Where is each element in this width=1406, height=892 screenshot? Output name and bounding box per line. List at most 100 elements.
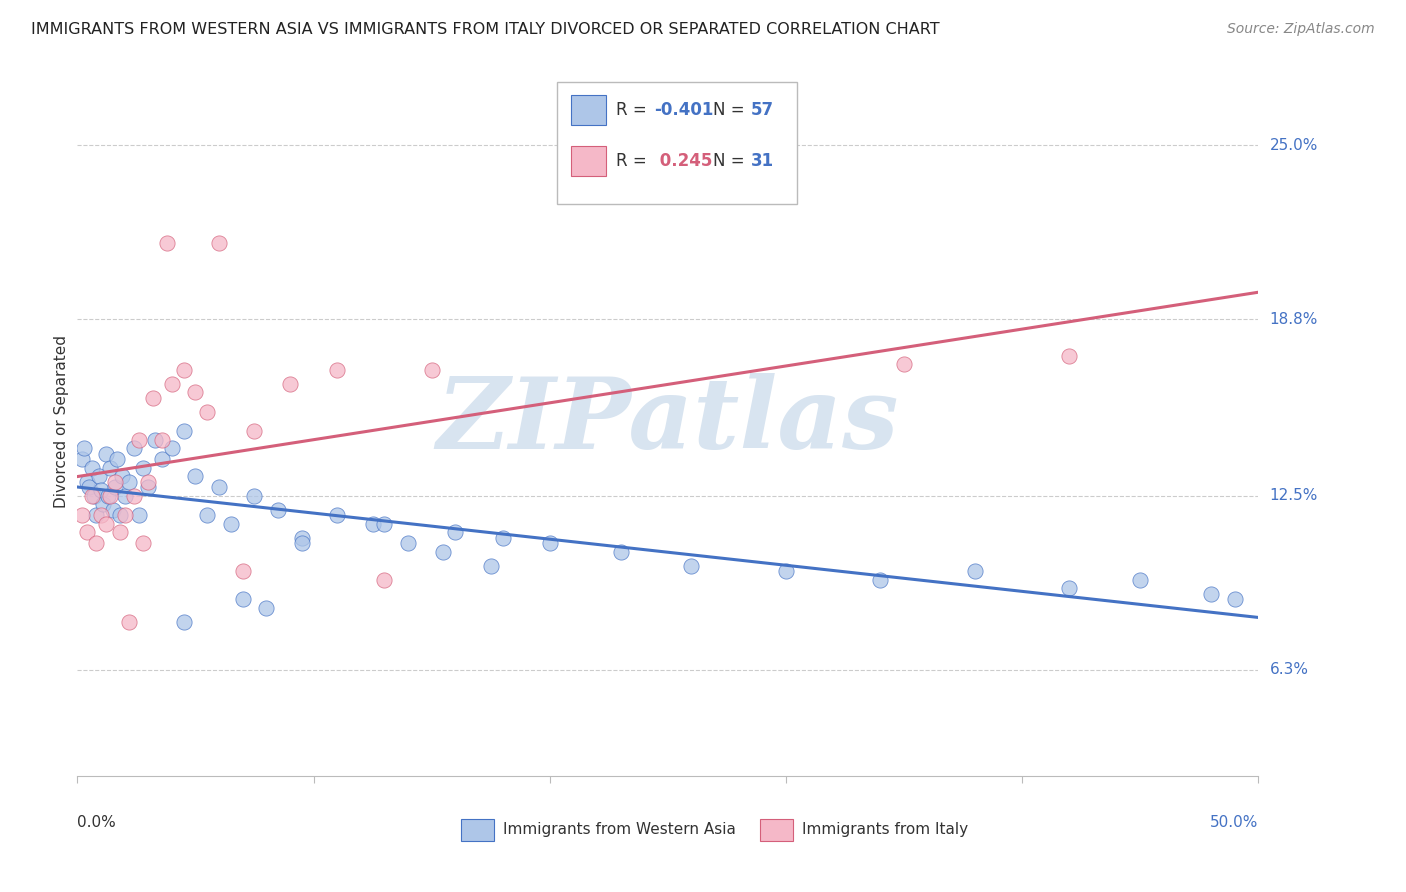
Point (76, 525, 98, 540)
Text: 25.0%: 25.0% (1270, 138, 1317, 153)
Point (1199, 587, 1222, 601)
Point (150, 433, 173, 447)
Point (893, 357, 915, 371)
Point (156, 236, 179, 251)
Point (1223, 592, 1246, 607)
Text: Immigrants from Western Asia: Immigrants from Western Asia (502, 822, 735, 838)
Point (396, 536, 419, 550)
Point (136, 475, 159, 489)
Text: Immigrants from Italy: Immigrants from Italy (803, 822, 969, 838)
Point (869, 573, 891, 587)
Point (609, 545, 631, 559)
Point (114, 508, 136, 523)
Point (444, 525, 467, 540)
Point (122, 441, 145, 455)
Point (111, 469, 134, 483)
Text: -0.401: -0.401 (654, 101, 713, 120)
FancyBboxPatch shape (571, 95, 606, 125)
Point (479, 558, 502, 573)
Point (84, 508, 107, 523)
Point (173, 615, 195, 629)
Point (681, 558, 703, 573)
Point (267, 502, 290, 516)
Point (173, 424, 195, 438)
Point (77, 480, 100, 494)
Point (132, 460, 155, 475)
Point (83, 489, 105, 503)
Point (1059, 349, 1081, 363)
FancyBboxPatch shape (571, 146, 606, 176)
Point (963, 565, 986, 579)
Text: N =: N = (713, 153, 749, 170)
Point (108, 525, 131, 540)
Point (184, 385, 207, 400)
Point (195, 508, 218, 523)
Point (243, 489, 266, 503)
Point (97, 489, 120, 503)
Point (232, 565, 254, 579)
Point (70, 452, 93, 467)
Point (90, 508, 112, 523)
Text: 0.0%: 0.0% (77, 815, 117, 830)
Point (100, 489, 122, 503)
Y-axis label: Divorced or Separated: Divorced or Separated (53, 335, 69, 508)
Point (326, 508, 349, 523)
Point (94, 447, 117, 461)
Text: 31: 31 (751, 153, 773, 170)
Point (73, 441, 96, 455)
Text: Source: ZipAtlas.com: Source: ZipAtlas.com (1227, 22, 1375, 37)
Text: R =: R = (616, 101, 652, 120)
FancyBboxPatch shape (461, 819, 495, 841)
Point (1059, 581, 1081, 595)
Point (70, 508, 93, 523)
Text: ZIPatlas: ZIPatlas (437, 373, 898, 470)
Text: R =: R = (616, 153, 652, 170)
Text: 0.245: 0.245 (654, 153, 711, 170)
Point (291, 531, 314, 545)
Point (142, 391, 165, 405)
Point (775, 565, 797, 579)
Point (143, 433, 166, 447)
Point (538, 536, 561, 550)
Text: IMMIGRANTS FROM WESTERN ASIA VS IMMIGRANTS FROM ITALY DIVORCED OR SEPARATED CORR: IMMIGRANTS FROM WESTERN ASIA VS IMMIGRAN… (31, 22, 939, 37)
Point (432, 545, 454, 559)
Point (108, 508, 131, 523)
Point (80, 489, 103, 503)
Point (254, 600, 277, 615)
Point (184, 469, 207, 483)
Point (150, 452, 173, 467)
Point (90, 483, 112, 497)
Point (91, 497, 114, 511)
Point (84, 536, 107, 550)
Point (361, 516, 384, 531)
Point (76, 475, 98, 489)
Text: 57: 57 (751, 101, 773, 120)
Point (94, 516, 117, 531)
Point (219, 516, 242, 531)
Point (291, 536, 314, 550)
Point (420, 362, 443, 376)
Point (491, 531, 513, 545)
Point (373, 573, 395, 587)
Point (326, 362, 349, 376)
Point (128, 433, 150, 447)
Point (122, 489, 145, 503)
Point (118, 615, 141, 629)
Point (195, 405, 218, 419)
Point (104, 475, 127, 489)
Point (278, 376, 301, 391)
Point (100, 460, 122, 475)
Point (107, 452, 129, 467)
Text: N =: N = (713, 101, 749, 120)
Text: 50.0%: 50.0% (1211, 815, 1258, 830)
Point (101, 502, 124, 516)
Text: 12.5%: 12.5% (1270, 488, 1317, 503)
Point (160, 441, 183, 455)
Point (232, 592, 254, 607)
Point (118, 475, 141, 489)
Point (243, 424, 266, 438)
Text: 6.3%: 6.3% (1270, 662, 1309, 677)
Point (132, 536, 155, 550)
Point (87, 469, 110, 483)
Point (104, 480, 127, 494)
